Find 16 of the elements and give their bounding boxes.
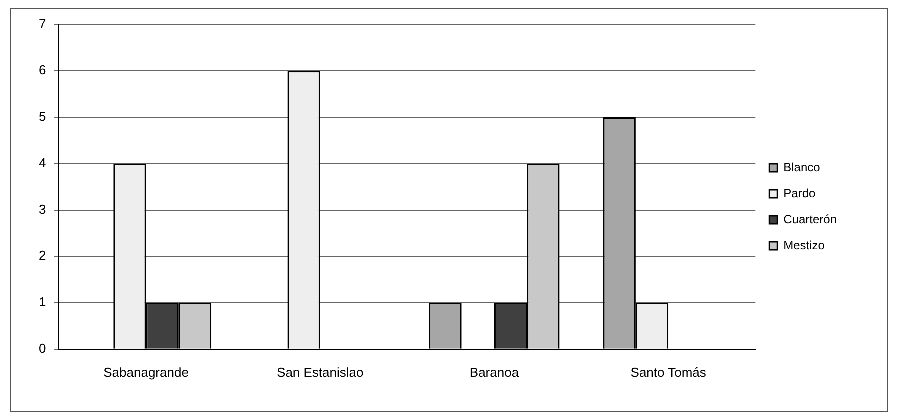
x-tick-label: Santo Tomás xyxy=(630,364,707,380)
y-tick-label: 1 xyxy=(38,294,46,310)
x-tick-label: San Estanislao xyxy=(277,364,364,380)
x-tick-label: Baranoa xyxy=(470,364,520,380)
y-tick-label: 2 xyxy=(38,248,46,264)
y-tick-label: 4 xyxy=(38,155,46,170)
legend-label: Blanco xyxy=(784,160,821,174)
y-tick-label: 3 xyxy=(38,202,46,217)
y-tick-label: 6 xyxy=(38,62,46,78)
x-tick-label: Sabanagrande xyxy=(104,364,189,380)
y-tick-label: 0 xyxy=(38,340,46,356)
legend-label: Pardo xyxy=(784,186,816,200)
legend-label: Mestizo xyxy=(784,238,826,252)
legend-label: Cuarterón xyxy=(784,212,838,226)
y-tick-label: 7 xyxy=(38,16,46,32)
y-tick-label: 5 xyxy=(38,109,46,124)
